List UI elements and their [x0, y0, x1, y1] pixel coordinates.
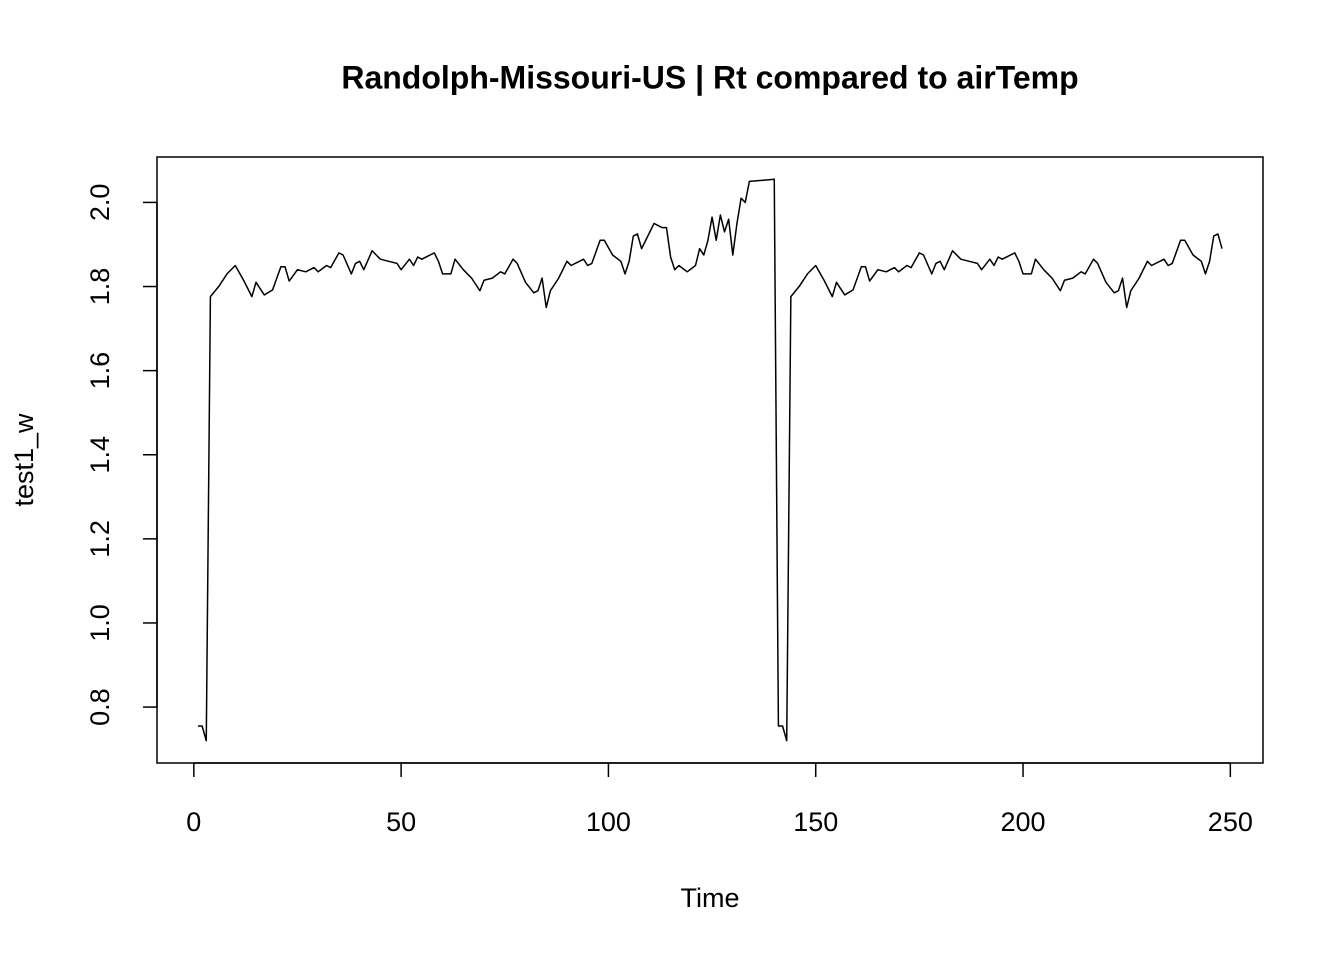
series-line [197, 178, 1223, 742]
y-tick-label: 1.2 [85, 520, 115, 558]
y-tick-label: 0.8 [85, 688, 115, 726]
x-tick-label: 200 [1000, 807, 1045, 837]
y-tick-label: 1.4 [85, 436, 115, 474]
x-tick-label: 100 [586, 807, 631, 837]
y-tick-label: 1.8 [85, 268, 115, 306]
y-tick-label: 2.0 [85, 184, 115, 222]
plot-frame [156, 156, 1264, 764]
y-tick-label: 1.0 [85, 604, 115, 642]
chart-title: Randolph-Missouri-US | Rt compared to ai… [341, 59, 1078, 95]
x-axis-label: Time [681, 883, 740, 913]
y-axis-label: test1_w [9, 413, 39, 507]
x-tick-label: 150 [793, 807, 838, 837]
x-tick-label: 250 [1208, 807, 1253, 837]
x-tick-label: 0 [186, 807, 201, 837]
x-tick-label: 50 [386, 807, 416, 837]
y-tick-label: 1.6 [85, 352, 115, 390]
